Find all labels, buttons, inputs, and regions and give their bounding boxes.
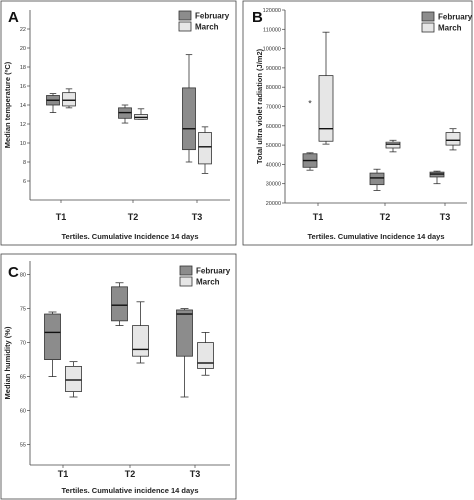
legend-label-march: March — [438, 24, 462, 33]
iqr-box — [318, 75, 334, 142]
x-axis-label: Tertiles. Cumulative incidence 14 days — [62, 486, 199, 495]
y-tick-label: 40000 — [266, 162, 281, 168]
y-tick-label: 6 — [23, 179, 26, 185]
y-tick-label: 80 — [20, 273, 26, 279]
iqr-box — [44, 313, 61, 361]
box-march-t1 — [65, 361, 82, 398]
y-tick-label: 75 — [20, 307, 26, 313]
x-axis-label: Tertiles. Cumulative Incidence 14 days — [62, 232, 199, 241]
iqr-box — [65, 365, 82, 392]
box-march-t2 — [132, 301, 149, 364]
iqr-box — [369, 172, 385, 186]
x-tick-label: T3 — [440, 212, 451, 222]
legend-label-march: March — [195, 23, 219, 32]
box-february-t3 — [176, 308, 193, 398]
y-tick-label: 20 — [20, 46, 26, 52]
y-tick-label: 70000 — [266, 105, 281, 111]
x-tick-label: T3 — [192, 212, 203, 222]
panel-letter: B — [252, 9, 263, 26]
legend-swatch-march — [421, 22, 435, 33]
legend: February March — [179, 265, 231, 287]
box-february-t2 — [111, 282, 128, 327]
box-february-t2 — [369, 168, 385, 191]
x-tick-label: T2 — [125, 469, 136, 479]
panel-letter: C — [8, 264, 19, 281]
iqr-box — [385, 141, 401, 149]
y-tick-label: 12 — [20, 122, 26, 128]
box-march-t3 — [198, 126, 212, 174]
box-february-t3 — [429, 170, 445, 185]
y-tick-label: 90000 — [266, 66, 281, 72]
panel-letter: A — [8, 9, 19, 26]
y-tick-label: 60000 — [266, 124, 281, 130]
chart-panel-c: 55 60 65 70 75 80 T1 T2 T3 Tertiles. Cumulative i… — [0, 253, 237, 500]
chart-panel-b: 20000 30000 40000 50000 60000 70000 80000 90000… — [242, 0, 473, 246]
y-axis-label: Median temperature (ºC) — [3, 61, 12, 148]
legend-label-february: February — [438, 13, 473, 22]
legend-label-march: March — [196, 278, 220, 287]
legend-swatch-february — [179, 265, 193, 276]
box-march-t3 — [445, 128, 461, 151]
y-tick-label: 80000 — [266, 85, 281, 91]
legend: February March — [421, 11, 473, 33]
legend-label-february: February — [195, 12, 230, 21]
box-february-t1 — [46, 93, 60, 113]
panel-frame — [242, 0, 473, 246]
iqr-box — [111, 286, 128, 322]
y-axis-label: Total ultra violet radiation (J/m2) — [255, 48, 264, 164]
y-tick-label: 120000 — [263, 8, 281, 14]
chart-panel-a: 6 8 10 12 14 16 18 20 22 T1 T2 T3 Tertiles. Cumulati… — [0, 0, 237, 246]
legend-swatch-march — [179, 276, 193, 287]
x-tick-label: T1 — [58, 469, 69, 479]
x-tick-label: T1 — [313, 212, 324, 222]
iqr-box — [132, 325, 149, 357]
x-tick-label: T1 — [56, 212, 67, 222]
y-tick-label: 60 — [20, 409, 26, 415]
y-tick-label: 10 — [20, 141, 26, 147]
y-axis-label: Median humidity (%) — [3, 326, 12, 399]
panel-frame — [0, 0, 237, 246]
y-tick-label: 18 — [20, 65, 26, 71]
iqr-box — [445, 132, 461, 146]
legend-swatch-february — [178, 10, 192, 21]
y-tick-label: 20000 — [266, 201, 281, 207]
y-tick-label: 8 — [23, 160, 26, 166]
box-march-t1 — [62, 88, 76, 109]
x-tick-label: T3 — [190, 469, 201, 479]
y-tick-label: 22 — [20, 27, 26, 33]
y-tick-label: 70 — [20, 341, 26, 347]
iqr-box — [198, 132, 212, 165]
iqr-box — [182, 87, 196, 151]
iqr-box — [176, 309, 193, 357]
x-tick-label: T2 — [128, 212, 139, 222]
box-february-t1: * — [302, 99, 318, 171]
box-march-t3 — [197, 331, 214, 376]
outlier-marker: * — [308, 99, 312, 109]
legend-label-february: February — [196, 267, 231, 276]
y-tick-label: 30000 — [266, 182, 281, 188]
box-march-t2 — [385, 139, 401, 153]
y-tick-label: 16 — [20, 84, 26, 90]
y-tick-label: 50000 — [266, 143, 281, 149]
box-february-t3 — [182, 54, 196, 163]
y-tick-label: 14 — [20, 103, 26, 109]
box-march-t1 — [318, 31, 334, 145]
box-february-t1 — [44, 311, 61, 378]
box-march-t2 — [134, 108, 148, 120]
legend-swatch-february — [421, 11, 435, 22]
x-axis-label: Tertiles. Cumulative Incidence 14 days — [308, 232, 445, 241]
x-tick-label: T2 — [380, 212, 391, 222]
box-february-t2 — [118, 104, 132, 124]
y-tick-label: 100000 — [263, 47, 281, 53]
y-tick-label: 65 — [20, 375, 26, 381]
y-tick-label: 55 — [20, 443, 26, 449]
legend: February March — [178, 10, 230, 32]
y-tick-label: 110000 — [263, 27, 281, 33]
iqr-box — [197, 342, 214, 369]
iqr-box — [62, 92, 76, 107]
legend-swatch-march — [178, 21, 192, 32]
